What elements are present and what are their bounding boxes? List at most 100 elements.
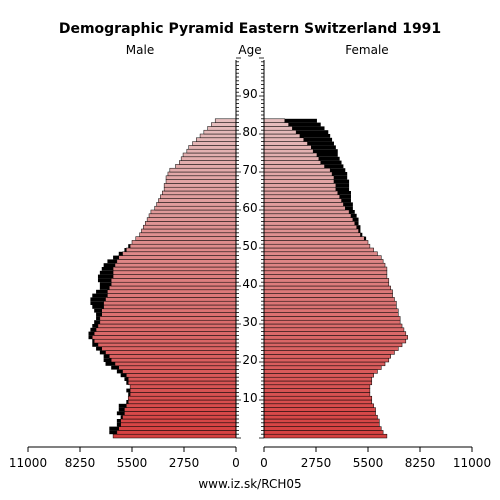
male-bar-age-44 bbox=[112, 266, 237, 272]
male-bars bbox=[88, 118, 237, 439]
male-bar-age-61 bbox=[156, 202, 237, 207]
male-bar-age-30 bbox=[99, 319, 237, 325]
female-bar-age-22 bbox=[263, 350, 395, 355]
female-excess-age-82 bbox=[288, 122, 321, 127]
male-bar-age-35 bbox=[103, 300, 237, 306]
female-bar-age-62 bbox=[263, 198, 342, 203]
male-bar-age-29 bbox=[97, 323, 237, 329]
male-bar-age-83 bbox=[214, 118, 237, 123]
female-bar-age-2 bbox=[263, 426, 382, 431]
female-bar-age-65 bbox=[263, 186, 337, 192]
male-bar-age-51 bbox=[131, 240, 237, 245]
female-bar-age-71 bbox=[263, 164, 325, 169]
female-bar-age-64 bbox=[263, 190, 338, 196]
male-excess-age-34 bbox=[92, 305, 104, 309]
age-tick-label-30: 30 bbox=[242, 315, 257, 329]
male-bar-age-20 bbox=[110, 357, 237, 363]
male-bar-age-22 bbox=[105, 350, 237, 355]
male-bar-age-67 bbox=[165, 179, 237, 184]
female-bar-age-45 bbox=[263, 262, 386, 268]
male-excess-age-35 bbox=[90, 301, 104, 305]
chart-title: Demographic Pyramid Eastern Switzerland … bbox=[59, 21, 441, 37]
female-bar-age-59 bbox=[263, 209, 350, 215]
male-bar-age-68 bbox=[165, 175, 237, 180]
age-tick-label-50: 50 bbox=[242, 239, 257, 253]
source-url: www.iz.sk/RCH05 bbox=[198, 477, 301, 491]
female-bar-age-43 bbox=[263, 270, 388, 275]
female-excess-age-76 bbox=[311, 145, 336, 150]
male-bar-age-38 bbox=[107, 289, 237, 294]
male-bar-age-19 bbox=[114, 361, 237, 367]
male-bar-age-70 bbox=[169, 167, 237, 173]
male-excess-age-4 bbox=[116, 419, 121, 423]
female-excess-age-53 bbox=[360, 232, 363, 237]
female-excess-age-72 bbox=[320, 160, 342, 165]
female-bar-age-49 bbox=[263, 247, 374, 253]
male-bar-age-10 bbox=[127, 395, 237, 401]
female-bar-age-3 bbox=[263, 422, 380, 427]
male-bar-age-8 bbox=[126, 403, 237, 408]
male-bar-age-48 bbox=[122, 251, 237, 256]
female-excess-age-61 bbox=[343, 202, 353, 207]
male-excess-age-47 bbox=[113, 255, 119, 260]
male-excess-age-18 bbox=[111, 365, 119, 370]
male-excess-age-24 bbox=[92, 343, 98, 347]
male-bar-age-24 bbox=[97, 342, 237, 348]
male-bar-age-78 bbox=[196, 137, 237, 142]
female-excess-age-66 bbox=[335, 183, 350, 188]
male-bar-age-27 bbox=[93, 331, 237, 336]
female-bar-age-14 bbox=[263, 380, 373, 386]
female-bar-age-66 bbox=[263, 183, 337, 188]
female-bar-age-52 bbox=[263, 236, 365, 241]
female-bar-age-23 bbox=[263, 346, 399, 351]
female-bar-age-18 bbox=[263, 365, 382, 370]
male-x-tick-label-5500: 5500 bbox=[117, 456, 148, 470]
female-bar-age-28 bbox=[263, 327, 405, 332]
female-excess-age-60 bbox=[345, 206, 353, 210]
male-excess-age-17 bbox=[116, 369, 123, 374]
male-bar-age-14 bbox=[127, 380, 237, 386]
female-excess-age-79 bbox=[299, 134, 331, 138]
male-bar-age-49 bbox=[126, 247, 237, 253]
female-bar-age-35 bbox=[263, 300, 397, 306]
male-excess-age-33 bbox=[94, 308, 102, 313]
male-excess-age-21 bbox=[103, 354, 110, 359]
male-bar-age-55 bbox=[143, 224, 237, 230]
male-excess-age-40 bbox=[99, 282, 112, 286]
female-bar-age-11 bbox=[263, 392, 371, 397]
female-bar-age-48 bbox=[263, 251, 378, 256]
female-bar-age-63 bbox=[263, 194, 340, 199]
male-excess-age-8 bbox=[118, 403, 127, 408]
male-bar-age-56 bbox=[144, 221, 237, 226]
male-excess-age-20 bbox=[103, 358, 112, 362]
male-bar-age-52 bbox=[135, 236, 237, 241]
male-bar-age-63 bbox=[160, 194, 237, 199]
female-bar-age-33 bbox=[263, 308, 399, 313]
male-excess-age-3 bbox=[116, 422, 121, 427]
female-bar-age-26 bbox=[263, 335, 408, 340]
female-bar-age-55 bbox=[263, 224, 357, 230]
female-bar-age-51 bbox=[263, 240, 369, 245]
male-excess-age-26 bbox=[88, 335, 93, 340]
female-bar-age-37 bbox=[263, 293, 393, 298]
male-bar-age-79 bbox=[199, 133, 237, 139]
female-bar-age-32 bbox=[263, 312, 399, 317]
male-bar-age-45 bbox=[114, 262, 237, 268]
female-excess-age-56 bbox=[354, 221, 359, 226]
female-bar-age-46 bbox=[263, 259, 384, 264]
male-excess-age-28 bbox=[90, 327, 97, 332]
female-bar-age-8 bbox=[263, 403, 374, 408]
male-bar-age-71 bbox=[175, 164, 237, 169]
male-excess-age-7 bbox=[118, 407, 125, 412]
female-bar-age-9 bbox=[263, 399, 373, 405]
female-excess-age-75 bbox=[313, 149, 338, 153]
female-bar-age-15 bbox=[263, 376, 373, 382]
male-excess-age-46 bbox=[107, 259, 117, 264]
male-bar-age-64 bbox=[162, 190, 237, 196]
male-bar-age-34 bbox=[103, 304, 237, 310]
male-bar-age-11 bbox=[129, 392, 237, 397]
female-bar-age-17 bbox=[263, 369, 378, 374]
female-bar-age-34 bbox=[263, 304, 397, 310]
male-bar-age-39 bbox=[109, 285, 237, 291]
female-excess-age-74 bbox=[316, 153, 338, 157]
